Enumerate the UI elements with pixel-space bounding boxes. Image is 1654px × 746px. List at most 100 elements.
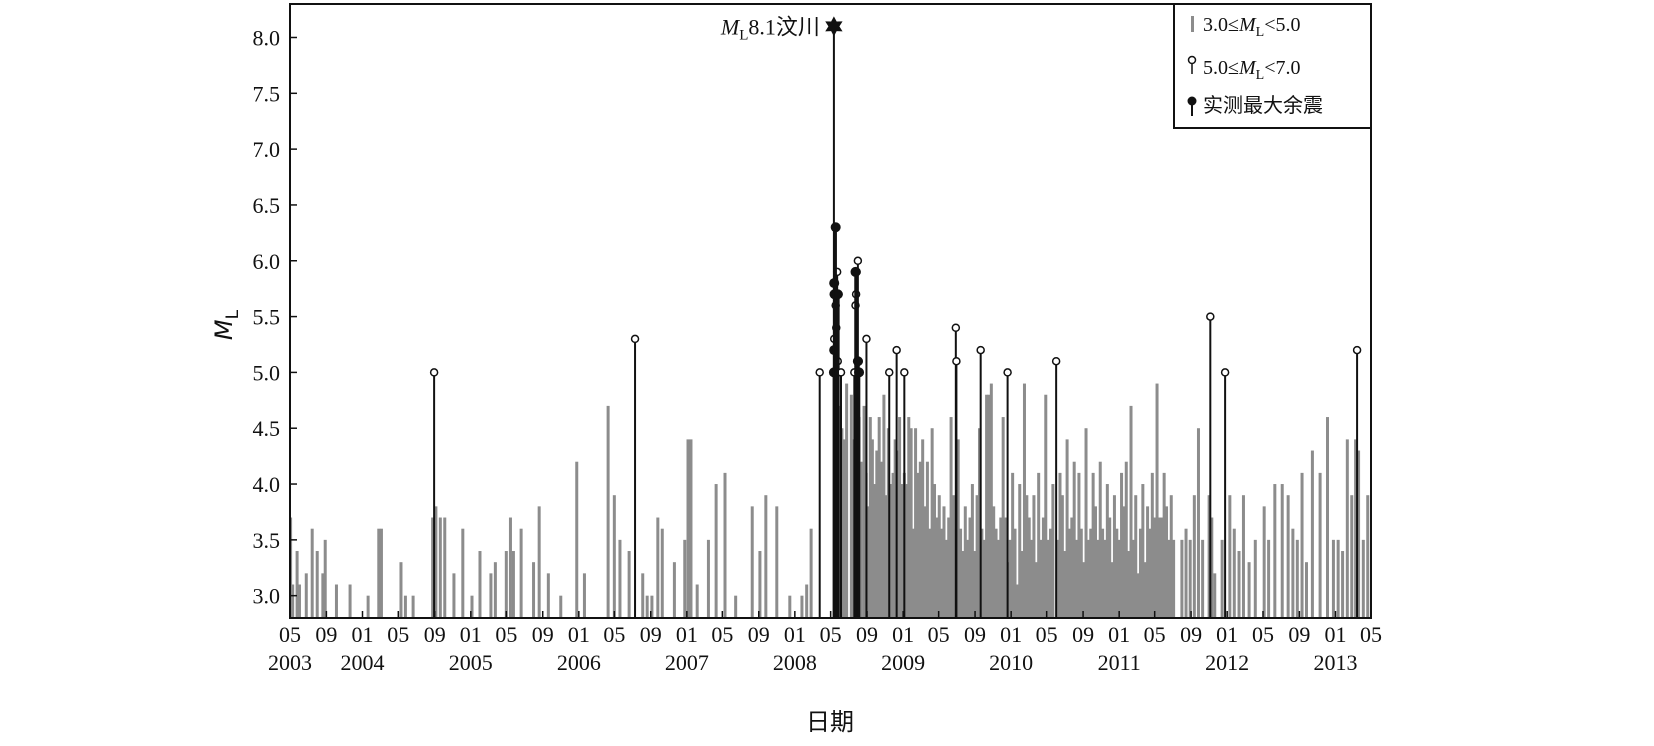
- bar-mark: [532, 562, 536, 618]
- bar-mark: [1058, 472, 1062, 618]
- bar-mark: [1084, 428, 1088, 618]
- bar-mark: [912, 528, 916, 618]
- x-tick-label: 05: [928, 622, 950, 647]
- y-tick-label: 3.0: [253, 584, 281, 609]
- open-stem-marker: [976, 345, 985, 355]
- x-year-label: 2008: [773, 650, 817, 675]
- mainshock-star-icon: [825, 16, 843, 37]
- bar-mark: [1037, 472, 1041, 618]
- y-tick-label: 5.5: [253, 305, 281, 330]
- bar-mark: [1082, 562, 1086, 618]
- x-year-label: 2007: [665, 650, 709, 675]
- bar-mark: [1013, 528, 1017, 618]
- bar-mark: [714, 484, 718, 618]
- legend-label-small-b: <5.0: [1264, 14, 1300, 36]
- bar-mark: [923, 506, 927, 618]
- bar-mark: [1213, 573, 1217, 618]
- bar-mark: [862, 405, 866, 618]
- bar-mark: [1086, 539, 1090, 618]
- bar-mark: [403, 595, 407, 618]
- bar-mark: [909, 428, 913, 618]
- bar-mark: [1096, 539, 1100, 618]
- bar-mark: [1060, 495, 1064, 618]
- bar-mark: [914, 428, 918, 618]
- open-stem-marker: [862, 334, 871, 344]
- y-tick-label: 4.0: [253, 472, 281, 497]
- bar-mark: [1207, 495, 1211, 618]
- bar-mark: [758, 551, 762, 618]
- y-tick-label: 7.0: [253, 137, 281, 162]
- bar-mark: [1155, 383, 1159, 618]
- bar-mark: [868, 417, 872, 618]
- bar-mark: [1172, 539, 1176, 618]
- bar-mark: [1075, 539, 1079, 618]
- open-stem-marker: [815, 368, 824, 377]
- bar-mark: [1051, 484, 1055, 618]
- x-tick-label: 09: [532, 622, 554, 647]
- bar-mark: [977, 428, 981, 618]
- open-stem-marker: [900, 368, 909, 377]
- bar-mark: [907, 417, 911, 618]
- bar-mark: [1253, 539, 1257, 618]
- bar-mark: [849, 394, 853, 618]
- open-stem-marker: [1352, 345, 1362, 355]
- bar-mark: [686, 439, 690, 618]
- x-year-label: 2011: [1098, 650, 1141, 675]
- bar-mark: [875, 450, 879, 618]
- bar-mark: [1341, 551, 1345, 618]
- bar-mark: [989, 383, 993, 618]
- bar-mark: [980, 528, 984, 618]
- bar-mark: [1098, 461, 1102, 618]
- bar-mark: [982, 539, 986, 618]
- legend-label-medium-b: <7.0: [1264, 57, 1300, 79]
- bar-mark: [1004, 517, 1008, 618]
- bar-mark: [891, 472, 895, 618]
- bar-mark: [764, 495, 768, 618]
- bar-mark: [689, 439, 693, 618]
- bar-mark: [1280, 484, 1284, 618]
- bar-mark: [809, 528, 813, 618]
- bar-mark: [508, 517, 512, 618]
- bar-mark: [656, 517, 660, 618]
- bar-mark: [968, 517, 972, 618]
- x-tick-label: 09: [748, 622, 770, 647]
- bar-mark: [1291, 528, 1295, 618]
- y-tick-label: 3.5: [253, 528, 281, 553]
- x-tick-label: 05: [387, 622, 409, 647]
- x-tick-label: 05: [1036, 622, 1058, 647]
- bar-mark: [1267, 539, 1271, 618]
- legend-entry-largest: 实测最大余震: [1187, 94, 1323, 117]
- bar-mark: [1127, 551, 1131, 618]
- x-tick-label: 01: [1324, 622, 1346, 647]
- bar-mark: [949, 417, 953, 618]
- bar-mark: [1079, 528, 1083, 618]
- bar-mark: [559, 595, 563, 618]
- x-tick-label: 01: [1216, 622, 1238, 647]
- x-tick-label: 09: [856, 622, 878, 647]
- bar-mark: [987, 394, 991, 618]
- y-axis-title: ML: [210, 309, 243, 340]
- y-tick-label: 6.5: [253, 193, 281, 218]
- bar-mark: [1146, 506, 1150, 618]
- x-year-label: 2013: [1313, 650, 1357, 675]
- bar-mark: [650, 595, 654, 618]
- bar-mark: [443, 517, 447, 618]
- x-tick-label: 01: [460, 622, 482, 647]
- bar-mark: [775, 506, 779, 618]
- bar-mark: [1112, 495, 1116, 618]
- bar-mark: [877, 417, 881, 618]
- bar-mark: [1093, 506, 1097, 618]
- bar-mark: [930, 428, 934, 618]
- bar-mark: [933, 484, 937, 618]
- x-tick-label: 09: [1288, 622, 1310, 647]
- bar-mark: [575, 461, 579, 618]
- bar-mark: [1165, 506, 1169, 618]
- x-tick-label: 05: [1252, 622, 1274, 647]
- bar-mark: [511, 551, 515, 618]
- bar-mark: [315, 551, 319, 618]
- x-tick-label: 01: [1108, 622, 1130, 647]
- bar-mark: [612, 495, 616, 618]
- bar-mark: [973, 551, 977, 618]
- bar-mark: [431, 517, 435, 618]
